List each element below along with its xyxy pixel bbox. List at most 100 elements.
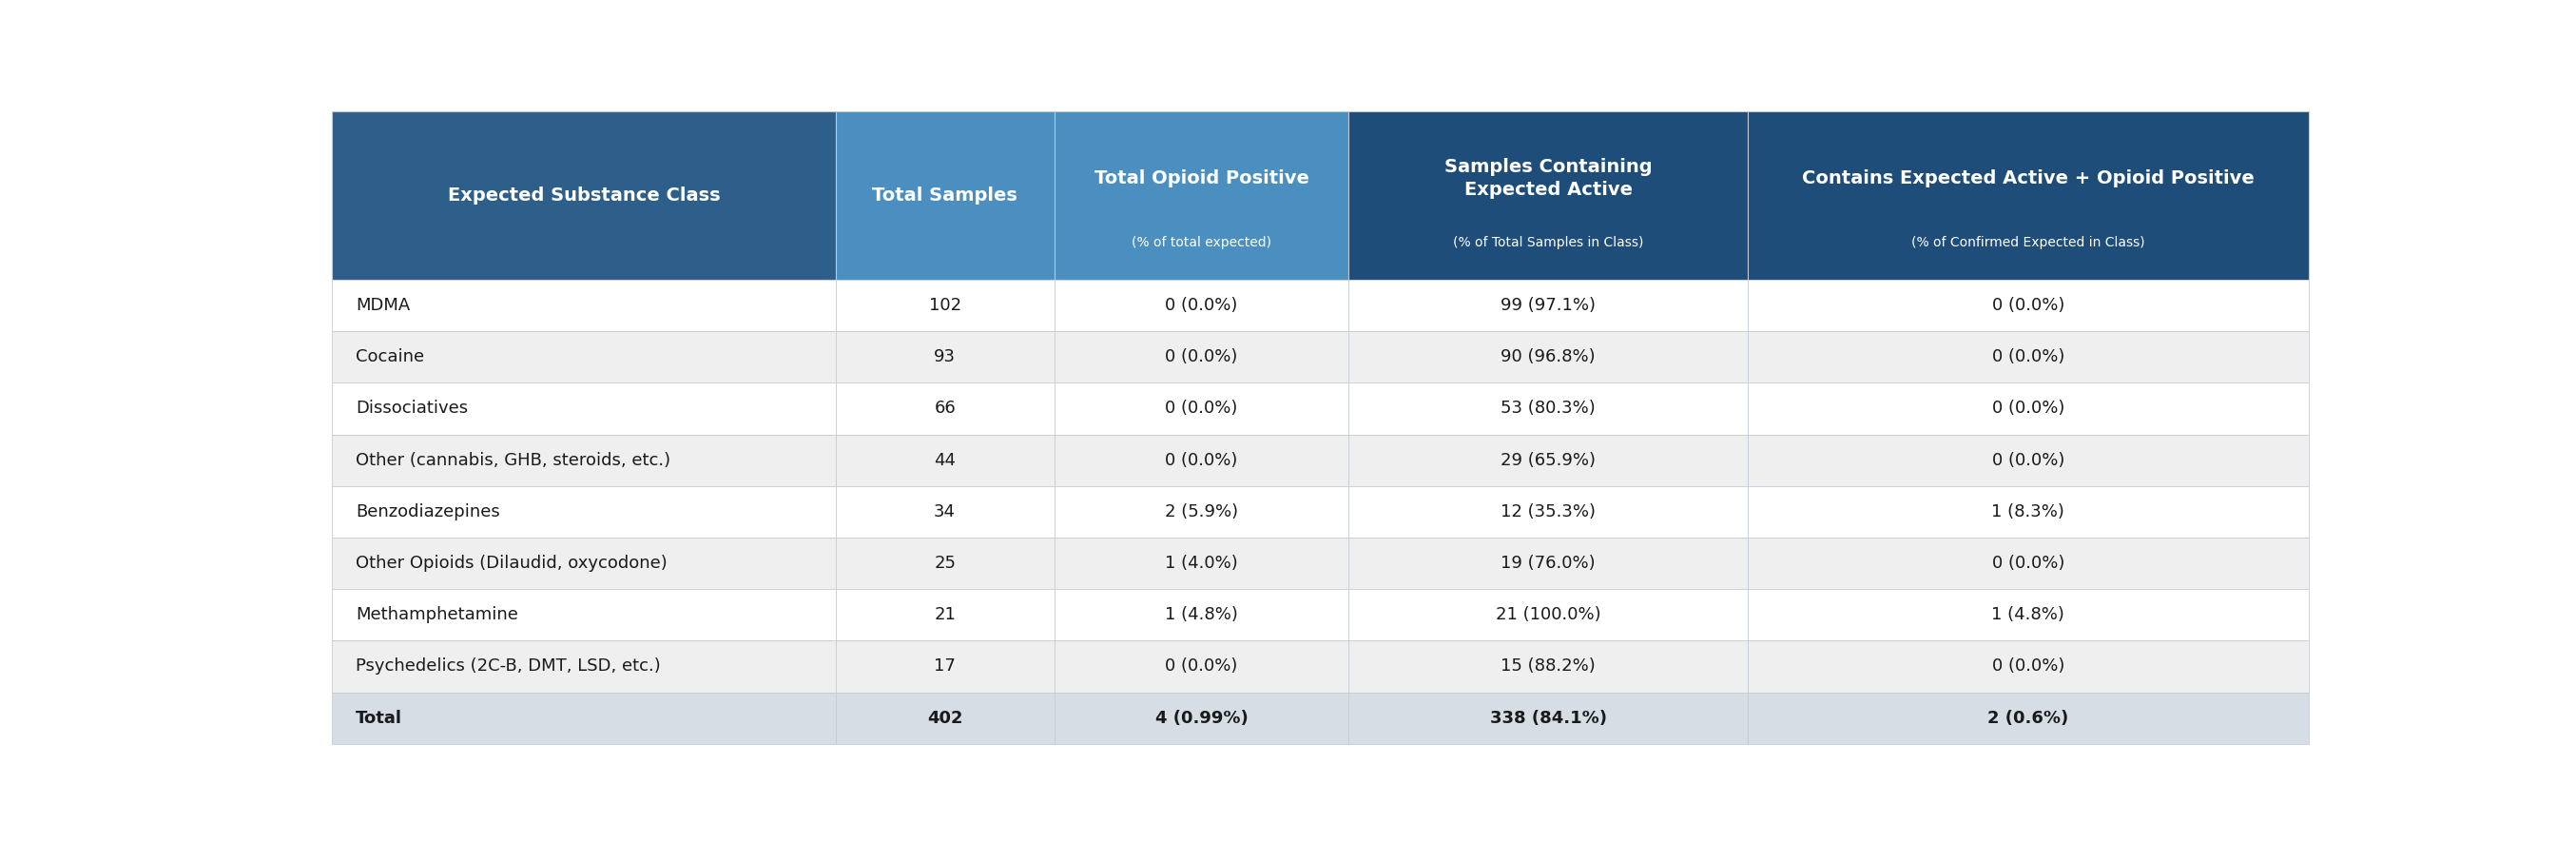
Text: Cocaine: Cocaine (355, 348, 425, 366)
FancyBboxPatch shape (1350, 538, 1747, 589)
FancyBboxPatch shape (1054, 383, 1350, 434)
FancyBboxPatch shape (1054, 331, 1350, 383)
Text: 53 (80.3%): 53 (80.3%) (1502, 400, 1595, 417)
FancyBboxPatch shape (1747, 111, 2308, 280)
Text: 402: 402 (927, 710, 963, 727)
Text: 0 (0.0%): 0 (0.0%) (1164, 348, 1236, 366)
FancyBboxPatch shape (1054, 641, 1350, 692)
FancyBboxPatch shape (1747, 434, 2308, 486)
Text: Expected Substance Class: Expected Substance Class (448, 186, 721, 204)
Text: 25: 25 (935, 555, 956, 572)
Text: 0 (0.0%): 0 (0.0%) (1991, 658, 2063, 675)
Text: Samples Containing
Expected Active: Samples Containing Expected Active (1445, 158, 1651, 199)
FancyBboxPatch shape (1747, 280, 2308, 331)
Text: 19 (76.0%): 19 (76.0%) (1502, 555, 1595, 572)
FancyBboxPatch shape (1350, 692, 1747, 744)
FancyBboxPatch shape (1350, 641, 1747, 692)
Text: Methamphetamine: Methamphetamine (355, 606, 518, 624)
FancyBboxPatch shape (1054, 280, 1350, 331)
Text: 102: 102 (927, 297, 961, 314)
Text: 2 (5.9%): 2 (5.9%) (1164, 503, 1239, 520)
Text: 12 (35.3%): 12 (35.3%) (1502, 503, 1595, 520)
Text: 66: 66 (935, 400, 956, 417)
Text: 21: 21 (935, 606, 956, 624)
Text: Contains Expected Active + Opioid Positive: Contains Expected Active + Opioid Positi… (1801, 169, 2254, 187)
Text: 4 (0.99%): 4 (0.99%) (1154, 710, 1247, 727)
FancyBboxPatch shape (835, 692, 1054, 744)
Text: MDMA: MDMA (355, 297, 410, 314)
Text: Dissociatives: Dissociatives (355, 400, 469, 417)
FancyBboxPatch shape (835, 434, 1054, 486)
FancyBboxPatch shape (1747, 383, 2308, 434)
FancyBboxPatch shape (1054, 589, 1350, 641)
Text: 21 (100.0%): 21 (100.0%) (1497, 606, 1600, 624)
Text: 0 (0.0%): 0 (0.0%) (1991, 452, 2063, 469)
FancyBboxPatch shape (1350, 486, 1747, 538)
FancyBboxPatch shape (1747, 641, 2308, 692)
Text: 1 (8.3%): 1 (8.3%) (1991, 503, 2063, 520)
FancyBboxPatch shape (332, 486, 835, 538)
Text: (% of total expected): (% of total expected) (1131, 236, 1273, 250)
FancyBboxPatch shape (835, 486, 1054, 538)
FancyBboxPatch shape (1747, 486, 2308, 538)
FancyBboxPatch shape (1747, 589, 2308, 641)
Text: 2 (0.6%): 2 (0.6%) (1989, 710, 2069, 727)
Text: 0 (0.0%): 0 (0.0%) (1164, 452, 1236, 469)
FancyBboxPatch shape (835, 383, 1054, 434)
FancyBboxPatch shape (1350, 331, 1747, 383)
FancyBboxPatch shape (332, 111, 835, 280)
FancyBboxPatch shape (1350, 280, 1747, 331)
FancyBboxPatch shape (332, 589, 835, 641)
FancyBboxPatch shape (835, 111, 1054, 280)
Text: 17: 17 (935, 658, 956, 675)
FancyBboxPatch shape (1054, 486, 1350, 538)
Text: (% of Confirmed Expected in Class): (% of Confirmed Expected in Class) (1911, 236, 2146, 250)
FancyBboxPatch shape (835, 538, 1054, 589)
Text: 29 (65.9%): 29 (65.9%) (1502, 452, 1595, 469)
Text: 1 (4.8%): 1 (4.8%) (1991, 606, 2063, 624)
Text: Total Opioid Positive: Total Opioid Positive (1095, 169, 1309, 187)
Text: Other (cannabis, GHB, steroids, etc.): Other (cannabis, GHB, steroids, etc.) (355, 452, 670, 469)
FancyBboxPatch shape (1054, 434, 1350, 486)
Text: 44: 44 (935, 452, 956, 469)
FancyBboxPatch shape (332, 383, 835, 434)
FancyBboxPatch shape (1054, 692, 1350, 744)
Text: Other Opioids (Dilaudid, oxycodone): Other Opioids (Dilaudid, oxycodone) (355, 555, 667, 572)
FancyBboxPatch shape (332, 434, 835, 486)
Text: 15 (88.2%): 15 (88.2%) (1502, 658, 1595, 675)
Text: 1 (4.8%): 1 (4.8%) (1164, 606, 1239, 624)
Text: Psychedelics (2C-B, DMT, LSD, etc.): Psychedelics (2C-B, DMT, LSD, etc.) (355, 658, 662, 675)
Text: 0 (0.0%): 0 (0.0%) (1164, 658, 1236, 675)
Text: 34: 34 (935, 503, 956, 520)
Text: Benzodiazepines: Benzodiazepines (355, 503, 500, 520)
Text: 1 (4.0%): 1 (4.0%) (1164, 555, 1239, 572)
Text: Total Samples: Total Samples (873, 186, 1018, 204)
FancyBboxPatch shape (835, 280, 1054, 331)
Text: 0 (0.0%): 0 (0.0%) (1991, 400, 2063, 417)
FancyBboxPatch shape (835, 589, 1054, 641)
Text: 90 (96.8%): 90 (96.8%) (1502, 348, 1595, 366)
FancyBboxPatch shape (332, 692, 835, 744)
Text: (% of Total Samples in Class): (% of Total Samples in Class) (1453, 236, 1643, 250)
FancyBboxPatch shape (1350, 383, 1747, 434)
Text: Total: Total (355, 710, 402, 727)
Text: 0 (0.0%): 0 (0.0%) (1991, 555, 2063, 572)
FancyBboxPatch shape (835, 641, 1054, 692)
Text: 0 (0.0%): 0 (0.0%) (1991, 348, 2063, 366)
FancyBboxPatch shape (1747, 331, 2308, 383)
FancyBboxPatch shape (1350, 434, 1747, 486)
FancyBboxPatch shape (1054, 111, 1350, 280)
Text: 338 (84.1%): 338 (84.1%) (1489, 710, 1607, 727)
Text: 0 (0.0%): 0 (0.0%) (1991, 297, 2063, 314)
FancyBboxPatch shape (332, 641, 835, 692)
Text: 0 (0.0%): 0 (0.0%) (1164, 297, 1236, 314)
Text: 0 (0.0%): 0 (0.0%) (1164, 400, 1236, 417)
FancyBboxPatch shape (1747, 692, 2308, 744)
FancyBboxPatch shape (1054, 538, 1350, 589)
FancyBboxPatch shape (1350, 589, 1747, 641)
Text: 93: 93 (935, 348, 956, 366)
Text: 99 (97.1%): 99 (97.1%) (1502, 297, 1595, 314)
FancyBboxPatch shape (332, 280, 835, 331)
FancyBboxPatch shape (835, 331, 1054, 383)
FancyBboxPatch shape (1350, 111, 1747, 280)
